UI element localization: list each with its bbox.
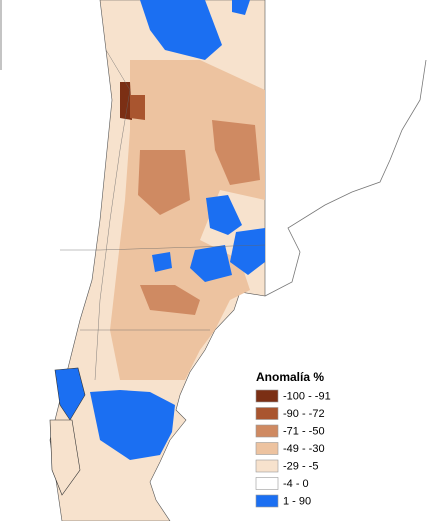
anomaly-area: [212, 120, 260, 185]
legend-label: -100 - -91: [283, 390, 331, 402]
legend-swatch: [255, 424, 279, 438]
anomaly-area: [120, 82, 132, 120]
islands: [49, 419, 81, 496]
legend-swatch: [255, 459, 279, 473]
legend-swatch: [255, 407, 279, 420]
positive-area: [152, 252, 172, 272]
positive-area: [90, 390, 175, 460]
legend-swatch: [255, 494, 279, 508]
legend-swatch: [255, 389, 279, 403]
legend-swatch: [255, 442, 279, 455]
legend: Anomalía % -100 - -91 -90 - -72 -71 - -50 -…: [255, 370, 331, 508]
positive-area: [190, 245, 232, 282]
legend-label: -90 - -72: [283, 408, 325, 420]
admin-borders: [60, 49, 266, 381]
positive-area: [140, 0, 222, 60]
anomaly-area: [140, 285, 200, 315]
border-line: [60, 244, 266, 251]
legend-label: -4 - 0: [283, 478, 309, 490]
anomaly-area: [138, 150, 190, 215]
legend-label: -71 - -50: [283, 425, 325, 437]
legend-label: 1 - 90: [283, 495, 311, 507]
anomaly-area: [130, 95, 145, 120]
positive-area: [232, 0, 250, 15]
legend-label: -49 - -30: [283, 443, 325, 455]
border-line: [94, 49, 131, 381]
legend-title: Anomalía %: [256, 370, 324, 384]
positive-area: [230, 228, 265, 275]
legend-swatch: [255, 477, 279, 490]
positive-area: [206, 195, 242, 235]
coastline: [264, 59, 427, 297]
islands: [54, 367, 86, 421]
legend-label: -29 - -5: [283, 460, 318, 472]
